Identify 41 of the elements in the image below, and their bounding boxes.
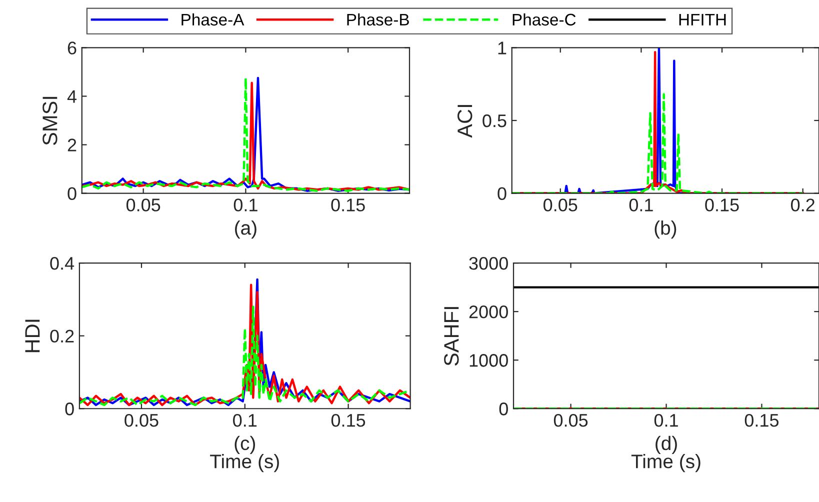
y-tick-label: 6 <box>68 42 76 54</box>
y-axis-title: HDI <box>25 320 40 352</box>
y-tick-label: 0 <box>499 402 508 416</box>
x-tick-label: 0.1 <box>654 414 678 427</box>
x-tick-label: 0.1 <box>233 414 257 427</box>
x-tick-label: 0.1 <box>234 198 258 212</box>
y-axis-title: SMSI <box>42 96 58 145</box>
y-tick-label: 0.4 <box>50 256 74 270</box>
y-tick-label: 2000 <box>469 306 508 318</box>
x-tick-label: 0.15 <box>705 198 739 212</box>
line-series <box>512 93 804 194</box>
y-tick-label: 0 <box>498 187 506 200</box>
y-tick-label: 0.2 <box>50 330 74 343</box>
y-axis-title: SAHFI <box>444 307 459 366</box>
x-axis-title: (b) <box>654 220 676 239</box>
x-tick-label: 0.15 <box>331 198 365 212</box>
legend-label: Phase-A <box>182 13 244 26</box>
x-tick-label: 0.15 <box>331 414 366 427</box>
y-tick-label: 1 <box>498 42 506 54</box>
legend-label: HFITH <box>679 14 726 26</box>
y-tick-label: 1000 <box>470 354 508 367</box>
y-axis-title: ACI <box>457 105 472 138</box>
line-series <box>79 306 410 406</box>
legend-label: Phase-B <box>347 13 409 26</box>
x-tick-label: 0.05 <box>126 198 160 212</box>
x-tick-label: 0.05 <box>554 414 588 427</box>
legend-label: Phase-C <box>512 13 576 26</box>
y-tick-label: 4 <box>67 90 77 103</box>
x-tick-label: 0.2 <box>790 198 814 212</box>
x-tick-label: 0.1 <box>629 198 653 212</box>
y-tick-label: 2 <box>68 138 76 152</box>
y-tick-label: 0 <box>65 402 74 416</box>
x-axis-title: (c) Time (s) <box>210 436 279 472</box>
y-tick-label: 0.5 <box>482 114 506 128</box>
y-tick-label: 3000 <box>469 256 508 270</box>
x-axis-title: (d) Time (s) <box>631 436 700 472</box>
x-tick-label: 0.15 <box>744 414 779 427</box>
x-tick-label: 0.05 <box>544 198 578 212</box>
y-tick-label: 0 <box>68 187 76 200</box>
x-axis-title: (a) <box>235 220 256 239</box>
x-tick-label: 0.05 <box>124 414 158 427</box>
